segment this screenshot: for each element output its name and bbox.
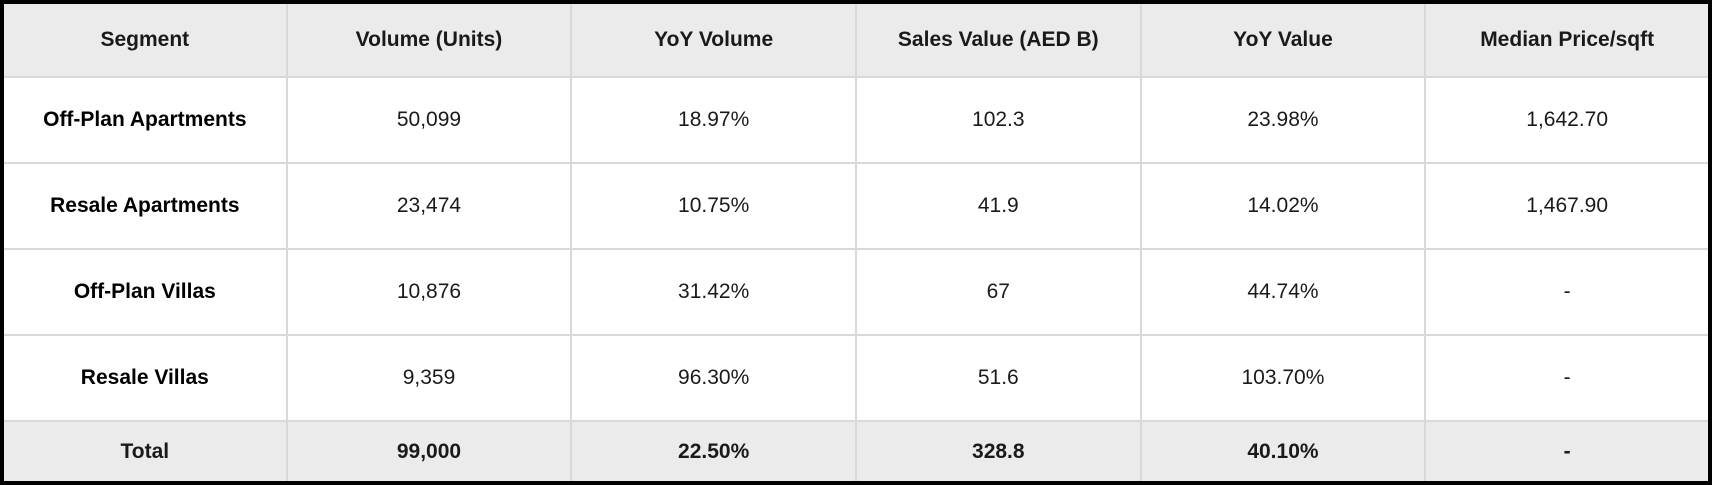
total-label: Total [1, 420, 288, 484]
sales-value-value: 41.9 [854, 162, 1142, 250]
total-volume-units-value: 99,000 [285, 420, 573, 484]
header-row: Segment Volume (Units) YoY Volume Sales … [1, 1, 1711, 78]
table-row-offplan-villas: Off-Plan Villas 10,876 31.42% 67 44.74% … [1, 248, 1711, 336]
table-row-resale-apartments: Resale Apartments 23,474 10.75% 41.9 14.… [1, 162, 1711, 250]
median-price-value: - [1424, 334, 1711, 422]
column-header-median-price: Median Price/sqft [1424, 1, 1711, 78]
total-median-price-value: - [1424, 420, 1711, 484]
total-yoy-value-value: 40.10% [1139, 420, 1427, 484]
table-row-total: Total 99,000 22.50% 328.8 40.10% - [1, 420, 1711, 484]
yoy-volume-value: 31.42% [570, 248, 857, 336]
volume-units-value: 50,099 [285, 76, 573, 164]
yoy-volume-value: 10.75% [570, 162, 857, 250]
column-header-segment: Segment [1, 1, 288, 78]
yoy-value-value: 103.70% [1139, 334, 1427, 422]
column-header-volume-units: Volume (Units) [285, 1, 573, 78]
volume-units-value: 10,876 [285, 248, 573, 336]
total-yoy-volume-value: 22.50% [570, 420, 857, 484]
total-sales-value-value: 328.8 [854, 420, 1142, 484]
yoy-volume-value: 18.97% [570, 76, 857, 164]
yoy-value-value: 14.02% [1139, 162, 1427, 250]
yoy-volume-value: 96.30% [570, 334, 857, 422]
segment-label: Off-Plan Apartments [1, 76, 288, 164]
table-row-resale-villas: Resale Villas 9,359 96.30% 51.6 103.70% … [1, 334, 1711, 422]
segment-label: Resale Villas [1, 334, 288, 422]
segment-label: Resale Apartments [1, 162, 288, 250]
table-header: Segment Volume (Units) YoY Volume Sales … [1, 1, 1711, 78]
median-price-value: 1,642.70 [1424, 76, 1711, 164]
column-header-yoy-volume: YoY Volume [570, 1, 857, 78]
volume-units-value: 9,359 [285, 334, 573, 422]
median-price-value: 1,467.90 [1424, 162, 1711, 250]
sales-value-value: 67 [854, 248, 1142, 336]
column-header-yoy-value: YoY Value [1139, 1, 1427, 78]
column-header-sales-value: Sales Value (AED B) [854, 1, 1142, 78]
sales-value-value: 51.6 [854, 334, 1142, 422]
table-body: Off-Plan Apartments 50,099 18.97% 102.3 … [1, 76, 1711, 422]
yoy-value-value: 44.74% [1139, 248, 1427, 336]
sales-value-value: 102.3 [854, 76, 1142, 164]
table-row-offplan-apartments: Off-Plan Apartments 50,099 18.97% 102.3 … [1, 76, 1711, 164]
segment-label: Off-Plan Villas [1, 248, 288, 336]
median-price-value: - [1424, 248, 1711, 336]
volume-units-value: 23,474 [285, 162, 573, 250]
table-footer: Total 99,000 22.50% 328.8 40.10% - [1, 420, 1711, 484]
yoy-value-value: 23.98% [1139, 76, 1427, 164]
